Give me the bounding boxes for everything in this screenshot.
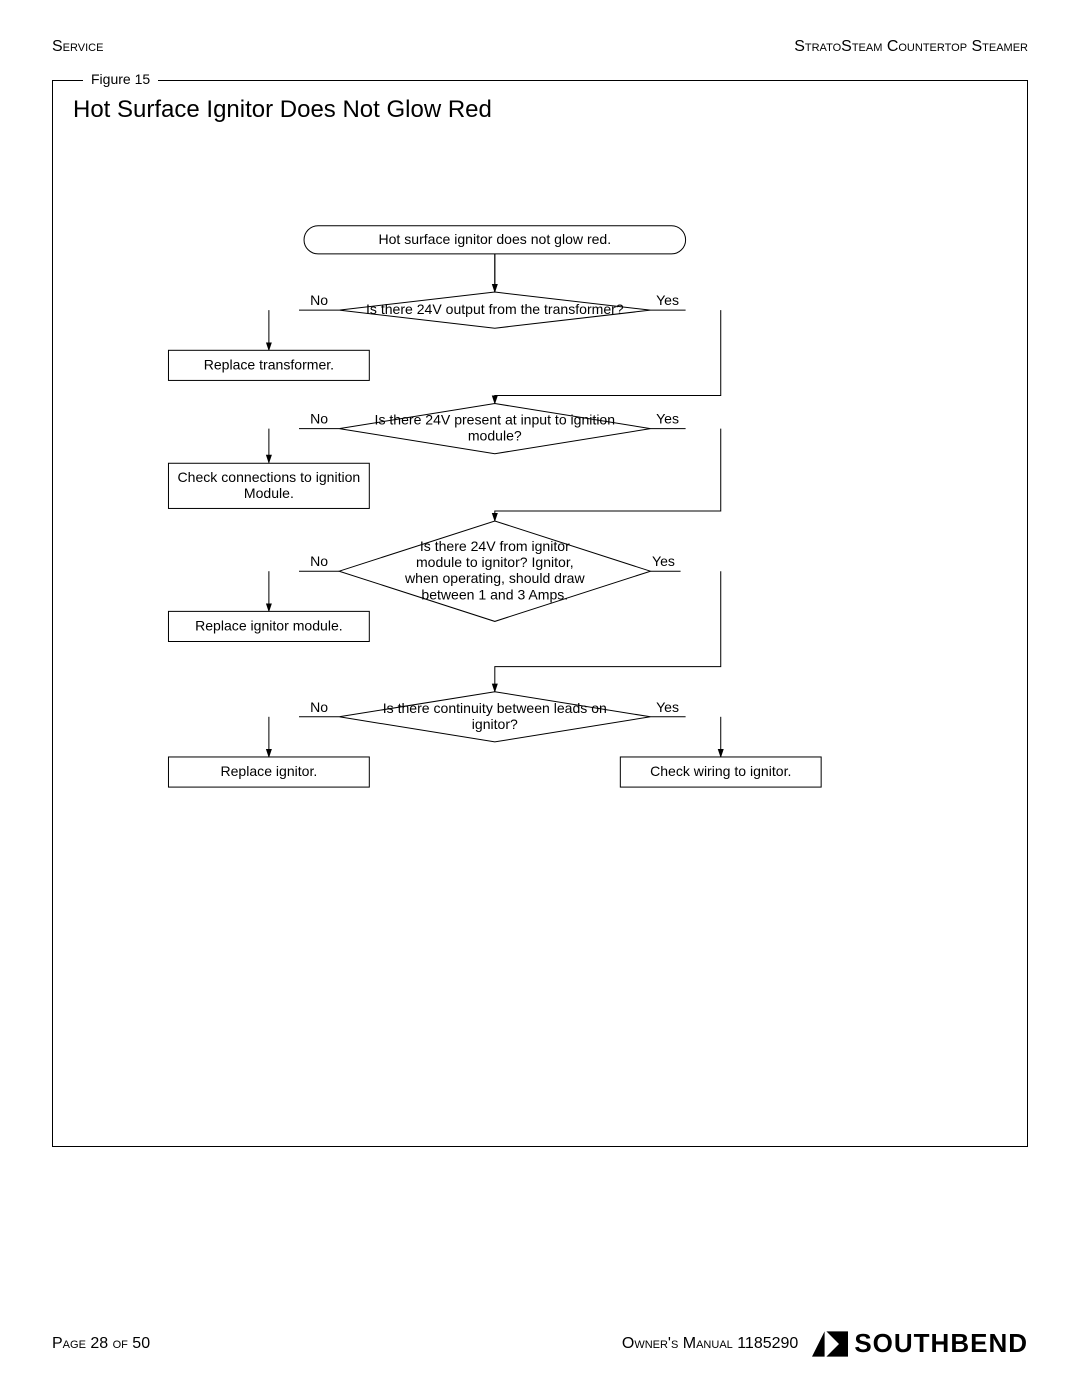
figure-frame: Figure 15 Hot Surface Ignitor Does Not G…: [52, 80, 1028, 1147]
header-right: StratoSteam Countertop Steamer: [794, 38, 1028, 56]
svg-text:Is there 24V from ignitormodul: Is there 24V from ignitormodule to ignit…: [404, 538, 585, 602]
svg-text:Check wiring to ignitor.: Check wiring to ignitor.: [650, 763, 791, 779]
header-left: Service: [52, 38, 103, 56]
svg-text:No: No: [310, 292, 328, 308]
brand-icon: [812, 1331, 848, 1357]
svg-text:Replace ignitor module.: Replace ignitor module.: [195, 617, 343, 633]
flowchart-svg: No Yes No Yes No Yes No Yes Hot surface ignitor…: [53, 141, 1027, 901]
page-header: Service StratoSteam Countertop Steamer: [52, 38, 1028, 56]
figure-label: Figure 15: [83, 71, 158, 87]
svg-text:Is there 24V output from the t: Is there 24V output from the transformer…: [366, 301, 624, 317]
svg-text:Replace ignitor.: Replace ignitor.: [220, 763, 317, 779]
svg-text:Replace transformer.: Replace transformer.: [204, 356, 334, 372]
svg-text:Hot surface ignitor does not g: Hot surface ignitor does not glow red.: [378, 231, 611, 247]
svg-text:No: No: [310, 411, 328, 427]
svg-text:Yes: Yes: [656, 292, 679, 308]
svg-text:Yes: Yes: [656, 699, 679, 715]
svg-text:Yes: Yes: [656, 411, 679, 427]
footer-manual: Owner's Manual 1185290: [622, 1335, 798, 1353]
brand-logo: SOUTHBEND: [812, 1328, 1028, 1359]
svg-text:No: No: [310, 699, 328, 715]
footer-page: Page 28 of 50: [52, 1335, 150, 1353]
page-footer: Page 28 of 50 Owner's Manual 1185290 SOU…: [52, 1328, 1028, 1359]
svg-text:No: No: [310, 553, 328, 569]
brand-text: SOUTHBEND: [854, 1328, 1028, 1359]
svg-text:Yes: Yes: [652, 553, 675, 569]
figure-title: Hot Surface Ignitor Does Not Glow Red: [73, 96, 492, 124]
